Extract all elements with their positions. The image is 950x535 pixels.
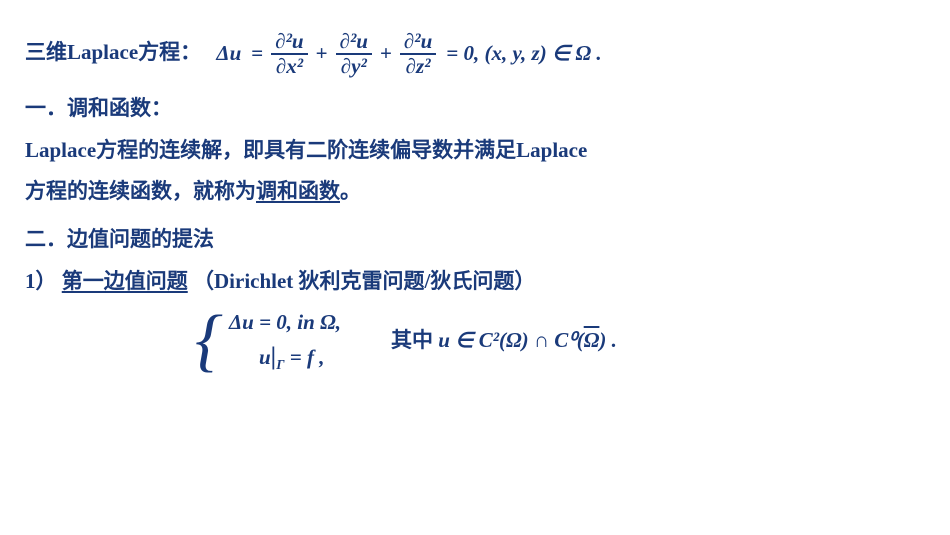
case-2: u|Γ = f , xyxy=(229,338,341,376)
item-1: 1） 第一边值问题 （Dirichlet 狄利克雷问题/狄氏问题） xyxy=(25,265,925,299)
laplace-equation: Δu = ∂²u ∂x² + ∂²u ∂y² + ∂²u ∂z² = 0, (x… xyxy=(206,30,601,78)
laplace-equation-line: 三维Laplace方程： Δu = ∂²u ∂x² + ∂²u ∂y² + ∂²… xyxy=(25,30,925,78)
where-clause: 其中 u ∈ C²(Ω) ∩ C⁰(Ω) . xyxy=(391,324,617,358)
section-2-heading: 二．边值问题的提法 xyxy=(25,223,925,257)
eq-lhs: Δu xyxy=(216,37,241,71)
section-1-body-a: Laplace方程的连续解，即具有二阶连续偏导数并满足Laplace xyxy=(25,134,925,168)
first-bvp-term: 第一边值问题 xyxy=(62,269,188,293)
cases-content: Δu = 0, in Ω, u|Γ = f , xyxy=(229,307,341,376)
case-1: Δu = 0, in Ω, xyxy=(229,307,341,339)
term-2: ∂²u ∂y² xyxy=(336,30,372,78)
term-1: ∂²u ∂x² xyxy=(271,30,307,78)
cases-block: { Δu = 0, in Ω, u|Γ = f , 其中 u ∈ C²(Ω) ∩… xyxy=(195,306,925,376)
term-3: ∂²u ∂z² xyxy=(400,30,436,78)
section-1-body-b: 方程的连续函数，就称为调和函数。 xyxy=(25,175,925,209)
eq-label: 三维Laplace方程： xyxy=(25,40,201,64)
section-1-heading: 一．调和函数： xyxy=(25,92,925,126)
harmonic-fn-term: 调和函数 xyxy=(256,179,340,203)
left-brace-icon: { xyxy=(195,306,223,376)
eq-rhs: = 0, (x, y, z) ∈ Ω . xyxy=(446,37,601,71)
